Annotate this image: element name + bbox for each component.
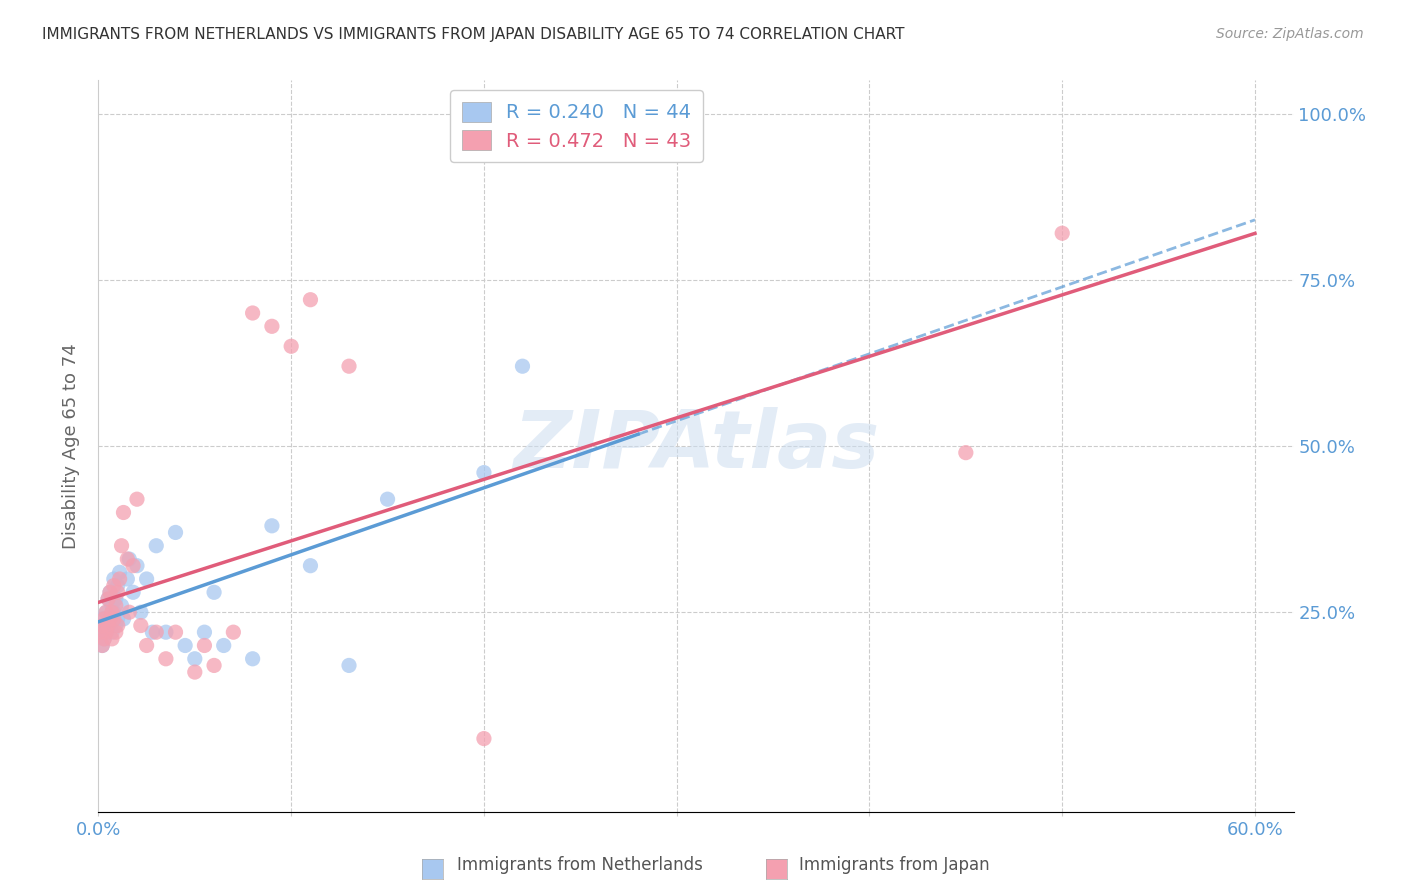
Point xyxy=(93,612,115,626)
Point xyxy=(93,618,115,632)
Point xyxy=(110,539,132,553)
Point xyxy=(97,618,120,632)
Point xyxy=(101,599,124,613)
Point xyxy=(98,612,121,626)
Point xyxy=(337,658,360,673)
Point xyxy=(94,625,117,640)
Point xyxy=(107,618,129,632)
Point xyxy=(97,591,120,606)
Point xyxy=(155,625,177,640)
Point xyxy=(184,652,207,666)
Point xyxy=(91,639,114,653)
Point xyxy=(299,293,322,307)
Text: IMMIGRANTS FROM NETHERLANDS VS IMMIGRANTS FROM JAPAN DISABILITY AGE 65 TO 74 COR: IMMIGRANTS FROM NETHERLANDS VS IMMIGRANT… xyxy=(42,27,904,42)
Point xyxy=(89,625,111,640)
Point xyxy=(280,339,302,353)
Point xyxy=(91,618,114,632)
Point xyxy=(118,605,141,619)
Point xyxy=(145,625,167,640)
Point xyxy=(242,652,264,666)
Point xyxy=(472,466,495,480)
Point xyxy=(242,306,264,320)
Point xyxy=(135,639,157,653)
Point xyxy=(122,558,145,573)
Point xyxy=(94,605,117,619)
Point xyxy=(101,625,124,640)
Text: Immigrants from Netherlands: Immigrants from Netherlands xyxy=(457,856,703,874)
Point xyxy=(202,658,225,673)
Point xyxy=(91,639,114,653)
Point xyxy=(212,639,235,653)
Point xyxy=(260,518,283,533)
Point xyxy=(103,612,125,626)
Point xyxy=(103,572,125,586)
Point xyxy=(98,585,121,599)
Point xyxy=(202,585,225,599)
Point xyxy=(141,625,163,640)
Point xyxy=(103,605,125,619)
Legend: R = 0.240   N = 44, R = 0.472   N = 43: R = 0.240 N = 44, R = 0.472 N = 43 xyxy=(450,90,703,162)
Point xyxy=(299,558,322,573)
Point xyxy=(377,492,399,507)
Point xyxy=(101,632,124,646)
Point xyxy=(107,579,129,593)
Point xyxy=(955,445,977,459)
Point xyxy=(108,572,131,586)
Point xyxy=(107,585,129,599)
Point xyxy=(193,625,215,640)
Point xyxy=(103,579,125,593)
Point xyxy=(155,652,177,666)
Point xyxy=(125,558,148,573)
Text: Immigrants from Japan: Immigrants from Japan xyxy=(799,856,990,874)
Point xyxy=(129,605,152,619)
Point xyxy=(184,665,207,679)
Point xyxy=(107,612,129,626)
Point xyxy=(337,359,360,374)
Point xyxy=(117,552,139,566)
Point xyxy=(145,539,167,553)
Point xyxy=(129,618,152,632)
Point xyxy=(472,731,495,746)
Point xyxy=(1050,226,1073,240)
Point xyxy=(512,359,534,374)
Point xyxy=(104,618,127,632)
Text: ZIPAtlas: ZIPAtlas xyxy=(513,407,879,485)
Point xyxy=(112,506,135,520)
Point xyxy=(101,605,124,619)
Point xyxy=(91,612,114,626)
Point xyxy=(174,639,197,653)
Point xyxy=(125,492,148,507)
Point xyxy=(135,572,157,586)
Point xyxy=(97,591,120,606)
Point xyxy=(112,612,135,626)
Point xyxy=(93,632,115,646)
Point xyxy=(118,552,141,566)
Point xyxy=(110,599,132,613)
Point xyxy=(104,599,127,613)
Point xyxy=(193,639,215,653)
Point xyxy=(104,625,127,640)
Point xyxy=(97,618,120,632)
Point xyxy=(98,585,121,599)
Text: Source: ZipAtlas.com: Source: ZipAtlas.com xyxy=(1216,27,1364,41)
Point xyxy=(93,632,115,646)
Point xyxy=(108,566,131,580)
Point xyxy=(260,319,283,334)
Point xyxy=(117,572,139,586)
Point xyxy=(222,625,245,640)
Point xyxy=(98,612,121,626)
Point xyxy=(94,605,117,619)
Point xyxy=(104,591,127,606)
Point xyxy=(94,625,117,640)
Point xyxy=(122,585,145,599)
Point xyxy=(165,625,187,640)
Y-axis label: Disability Age 65 to 74: Disability Age 65 to 74 xyxy=(62,343,80,549)
Point xyxy=(89,625,111,640)
Point xyxy=(165,525,187,540)
